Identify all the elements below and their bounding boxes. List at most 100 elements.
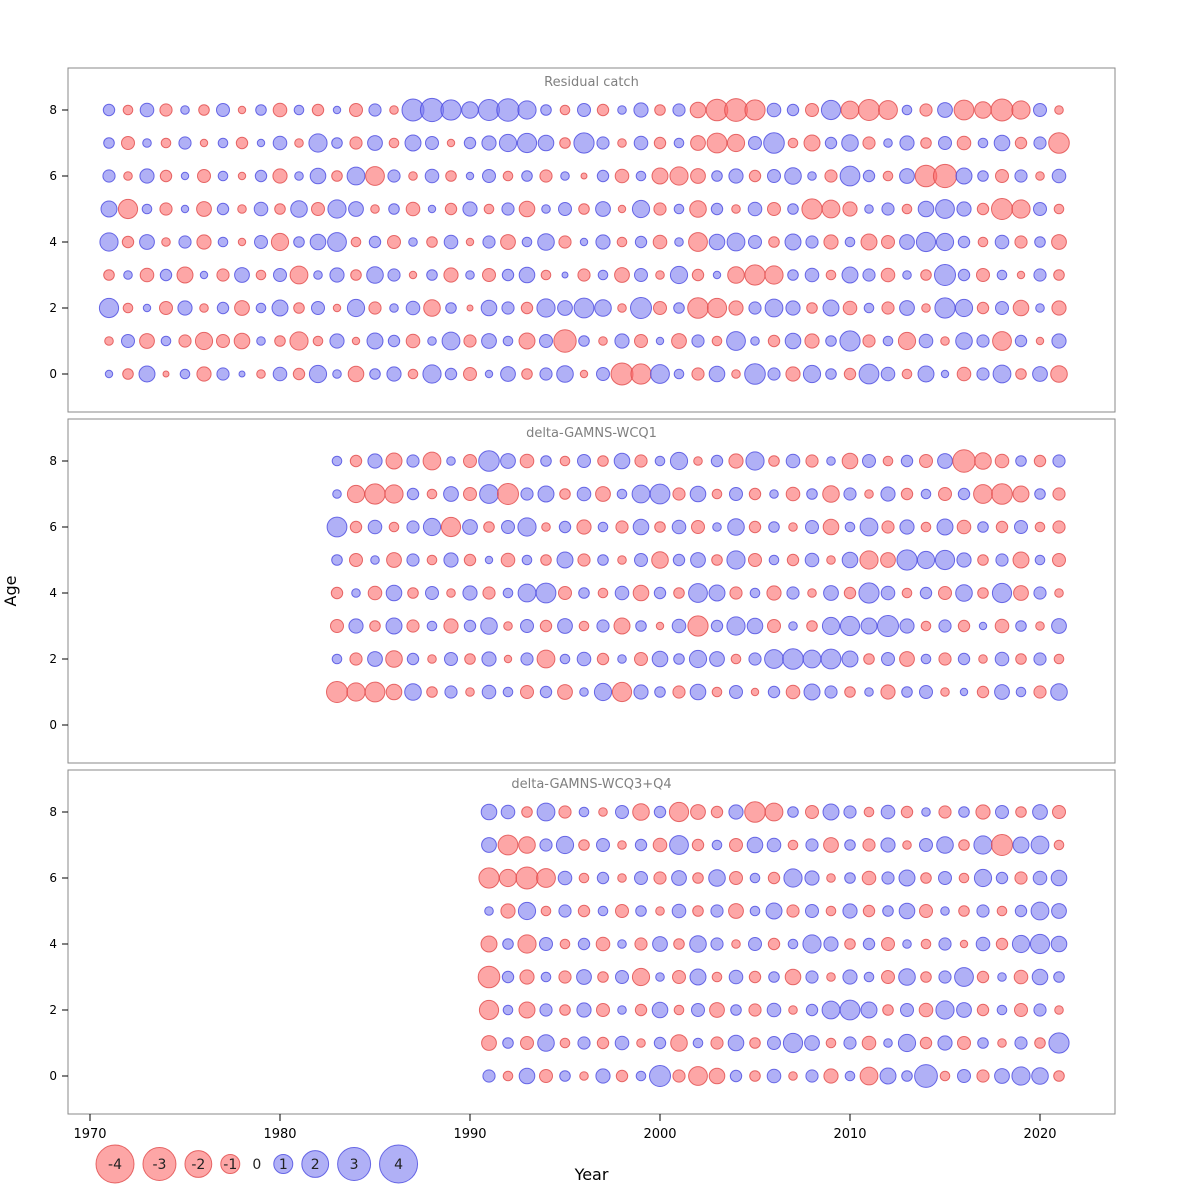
- bubble: [839, 615, 861, 637]
- bubble: [1034, 236, 1046, 248]
- bubble: [578, 587, 590, 599]
- bubble: [1053, 269, 1065, 281]
- bubble: [1015, 806, 1027, 818]
- bubble: [862, 169, 876, 183]
- bubble: [103, 269, 115, 281]
- bubble: [731, 204, 741, 214]
- bubble: [559, 653, 571, 665]
- bubble: [1054, 588, 1064, 598]
- bubble: [446, 588, 456, 598]
- bubble: [406, 619, 420, 633]
- bubble: [180, 171, 190, 181]
- bubble: [480, 617, 498, 635]
- bubble: [673, 137, 685, 149]
- bubble: [710, 1036, 724, 1050]
- bubble: [669, 265, 689, 285]
- bubble: [708, 365, 726, 383]
- bubble: [766, 585, 782, 601]
- bubble: [919, 685, 933, 699]
- bubble: [272, 168, 288, 184]
- bubble: [804, 552, 820, 568]
- bubble: [634, 268, 648, 282]
- bubble: [785, 684, 801, 700]
- bubble: [1030, 901, 1050, 921]
- bubble: [256, 369, 266, 379]
- bubble: [1014, 904, 1028, 918]
- bubble: [349, 553, 363, 567]
- bubble: [764, 265, 784, 285]
- bubble: [805, 1069, 819, 1083]
- bubble: [731, 939, 741, 949]
- bubble: [805, 520, 819, 534]
- bubble: [767, 937, 781, 951]
- bubble: [463, 136, 477, 150]
- bubble: [820, 648, 842, 670]
- bubble: [385, 617, 403, 635]
- bubble: [863, 971, 875, 983]
- bubble: [349, 520, 363, 534]
- bubble: [940, 906, 950, 916]
- bubble: [386, 552, 402, 568]
- bubble: [160, 335, 172, 347]
- bubble: [805, 970, 819, 984]
- bubble: [991, 198, 1013, 220]
- bubble: [914, 1064, 938, 1088]
- bubble: [426, 269, 438, 281]
- bubble: [558, 805, 572, 819]
- bubble: [1032, 804, 1048, 820]
- bubble: [994, 684, 1010, 700]
- bubble: [899, 168, 915, 184]
- bubble: [1052, 487, 1066, 501]
- bubble: [655, 906, 665, 916]
- bubble: [1034, 554, 1046, 566]
- bubble: [651, 551, 669, 569]
- bubble: [689, 200, 707, 218]
- bubble: [804, 870, 820, 886]
- bubble: [804, 333, 820, 349]
- bubble: [748, 1003, 762, 1017]
- x-tick-label: 1980: [263, 1127, 296, 1142]
- bubble: [655, 336, 665, 346]
- bubble: [805, 805, 819, 819]
- bubble: [803, 683, 821, 701]
- bubble: [767, 334, 781, 348]
- bubble: [289, 265, 309, 285]
- bubble: [466, 304, 474, 312]
- bubble: [787, 137, 799, 149]
- bubble: [426, 488, 438, 500]
- bubble: [484, 906, 494, 916]
- bubble: [880, 486, 896, 502]
- bubble: [577, 1036, 591, 1050]
- bubble: [744, 801, 766, 823]
- bubble: [368, 301, 382, 315]
- bubble: [387, 334, 401, 348]
- bubble: [484, 369, 494, 379]
- bubble: [98, 297, 120, 319]
- bubble: [616, 488, 628, 500]
- bubble: [669, 835, 689, 855]
- bubble: [766, 1002, 782, 1018]
- bubble: [539, 685, 553, 699]
- bubble: [1052, 520, 1066, 534]
- bubble: [422, 517, 442, 537]
- bubble: [440, 99, 462, 121]
- bubble: [936, 518, 954, 536]
- bubble: [1032, 870, 1048, 886]
- bubble: [311, 301, 325, 315]
- bubble: [274, 335, 286, 347]
- bubble: [387, 169, 401, 183]
- bubble: [631, 199, 651, 219]
- bubble: [348, 618, 364, 634]
- bubble: [483, 521, 495, 533]
- bubble: [1031, 968, 1049, 986]
- bubble: [256, 336, 266, 346]
- bubble: [938, 805, 952, 819]
- bubble: [861, 870, 877, 886]
- bubble: [844, 1070, 856, 1082]
- bubble: [461, 101, 479, 119]
- bubble: [500, 804, 516, 820]
- bubble: [938, 970, 952, 984]
- bubble: [1051, 168, 1067, 184]
- bubble: [482, 169, 496, 183]
- bubble: [900, 487, 914, 501]
